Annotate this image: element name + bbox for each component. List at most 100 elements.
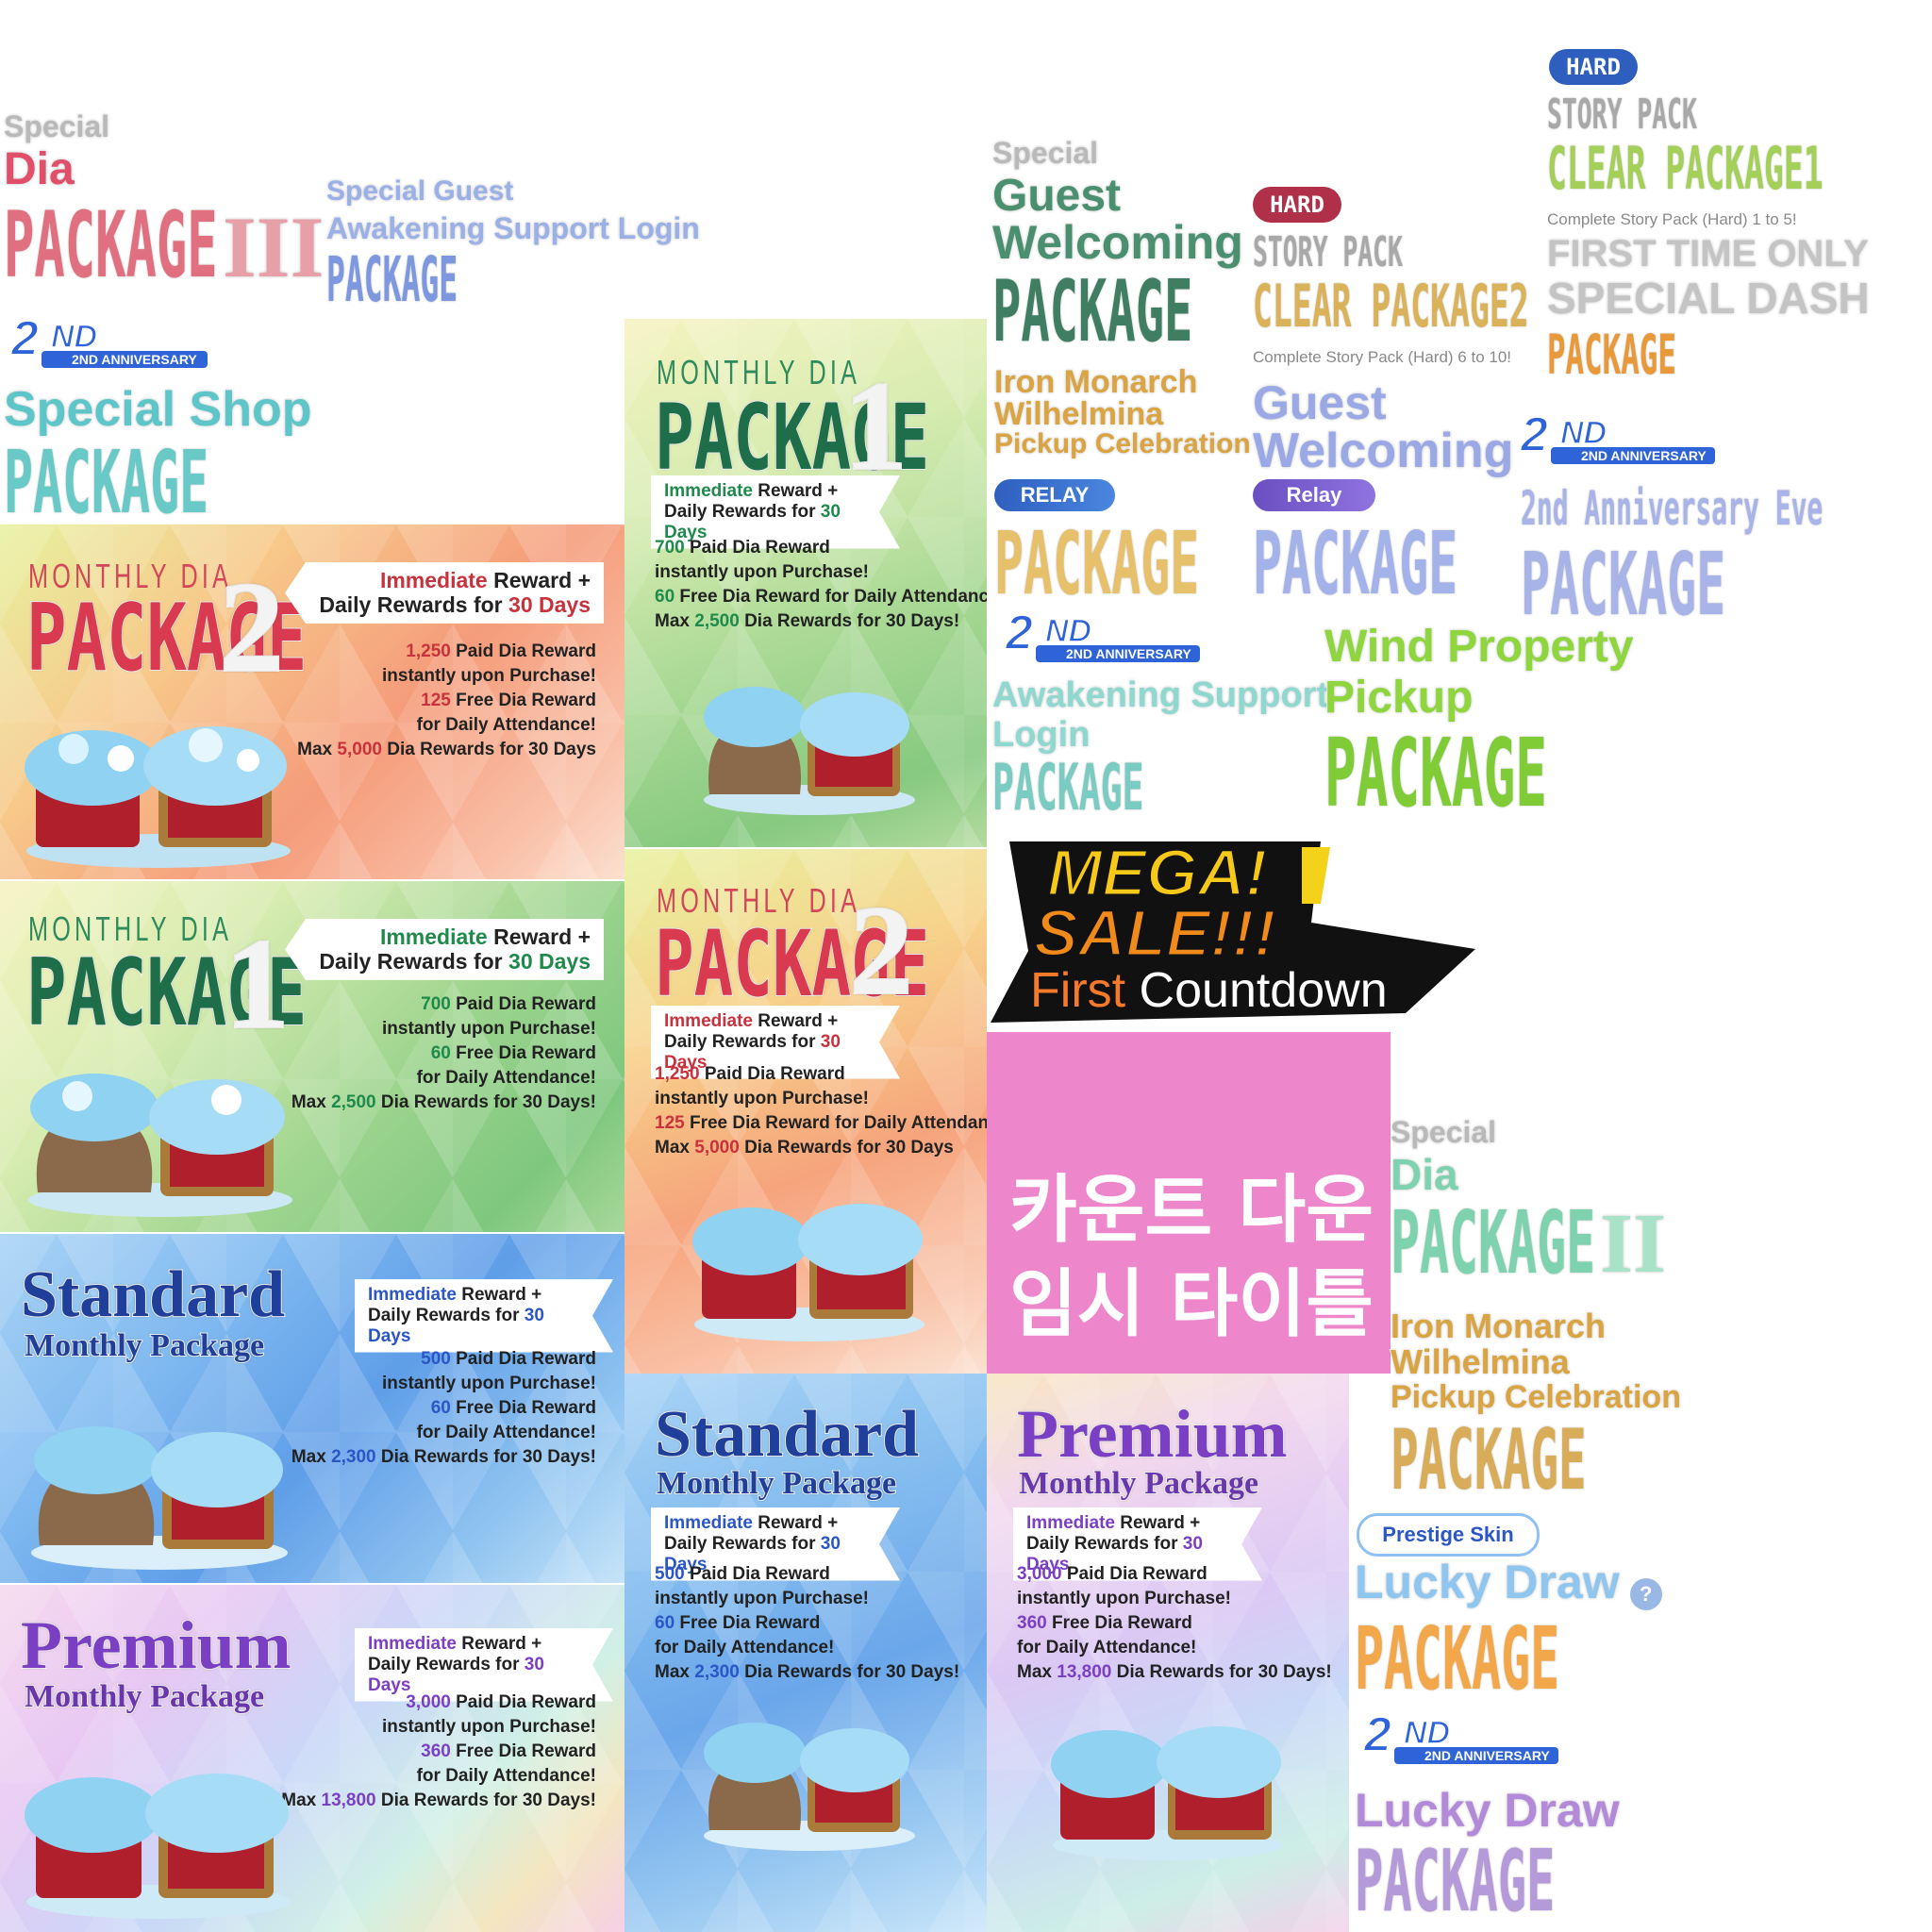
detail-text: Dia Rewards for 30 Days!	[375, 1790, 596, 1810]
detail-text: for Daily Attendance!	[655, 1638, 835, 1657]
detail-text: Dia Rewards for 30 Days!	[375, 1447, 596, 1467]
reward-details: 1,250 Paid Dia Reward instantly upon Pur…	[655, 1062, 987, 1160]
title-line: Special	[1390, 1115, 1497, 1149]
banner-premium-monthly-left[interactable]: Premium Monthly Package Immediate Reward…	[0, 1585, 625, 1932]
tag-immediate: Immediate	[664, 1011, 753, 1031]
special-guest-awakening-title: Special Guest Awakening Support Login PA…	[325, 176, 701, 312]
title-line: FIRST TIME ONLY	[1546, 233, 1870, 275]
title-line: Awakening Support	[991, 675, 1329, 715]
countdown-placeholder-title: 카운트 다운 임시 타이틀	[987, 1032, 1391, 1374]
tag-immediate: Immediate	[1026, 1513, 1115, 1533]
title-package: PACKAGE	[1324, 718, 1548, 828]
reward-tag: Immediate Reward + Daily Rewards for 30 …	[651, 475, 900, 549]
lucky-draw-prestige-title: Lucky Draw ? PACKAGE	[1354, 1556, 1721, 1703]
detail-value: 5,000	[694, 1138, 740, 1158]
title-line: Wilhelmina	[1390, 1342, 1571, 1381]
detail-value: 1,250	[406, 641, 451, 661]
tag-text: Daily Rewards for	[664, 1031, 821, 1052]
banner-title-package: PACKAGE	[654, 385, 930, 491]
tag-text: Reward +	[752, 481, 839, 501]
title-line: STORY PACK	[1546, 91, 1697, 139]
mega-line-3: First Countdown	[1030, 966, 1388, 1015]
detail-text: Max	[291, 1447, 332, 1467]
title-line: Pickup	[1324, 673, 1474, 723]
reward-tag: Immediate Reward + Daily Rewards for 30 …	[651, 1507, 900, 1581]
prestige-skin-badge: Prestige Skin	[1357, 1513, 1540, 1557]
detail-text: Max	[655, 1662, 695, 1682]
mega-sale-first-countdown-logo: MEGA! SALE!!! First Countdown	[991, 838, 1475, 1023]
banner-title-number: 2	[218, 555, 285, 699]
detail-text: Max	[1017, 1662, 1058, 1682]
detail-text: Free Dia Reward	[450, 1741, 596, 1761]
banner-title-small: MONTHLY DIA	[657, 881, 861, 920]
diamond-chest-icon	[1045, 1694, 1291, 1864]
title-package: PACKAGE	[1252, 513, 1458, 614]
tag-text: Daily Rewards for	[368, 1654, 525, 1674]
tag-days: 30 Days	[1026, 1533, 1203, 1574]
banner-title-package: PACKAGE	[25, 940, 308, 1047]
detail-text: instantly upon Purchase!	[655, 562, 869, 582]
diamond-chest-icon	[19, 1041, 302, 1221]
banner-monthly-dia-2-mid[interactable]: MONTHLY DIA PACKAGE 2 Immediate Reward +…	[625, 849, 987, 1374]
title-line: Wind Property	[1324, 622, 1635, 672]
svg-text:2: 2	[10, 311, 39, 366]
detail-text: for Daily Attendance!	[416, 1423, 596, 1442]
banner-title-sub: Monthly Package	[1018, 1466, 1259, 1501]
title-line: Dia	[1390, 1150, 1459, 1199]
detail-text: instantly upon Purchase!	[1017, 1589, 1231, 1608]
detail-text: Max	[281, 1790, 322, 1810]
tag-text: Reward +	[1114, 1513, 1201, 1533]
question-icon[interactable]: ?	[1629, 1577, 1662, 1610]
title-line: Welcoming	[991, 216, 1244, 269]
title-package: PACKAGE	[1546, 323, 1676, 387]
special-dia-package-2-title: Special Dia PACKAGE II	[1390, 1115, 1667, 1291]
detail-text: Free Dia Reward for Daily Attendance!	[675, 587, 987, 607]
detail-value: 1,250	[655, 1064, 700, 1084]
title-line: 2nd Anniversary Eve	[1520, 481, 1824, 536]
banner-premium-monthly-mid[interactable]: Premium Monthly Package Immediate Reward…	[987, 1374, 1349, 1932]
anniversary-2nd-logo: 2 ND 2ND ANNIVERSARY	[1000, 604, 1202, 670]
banner-monthly-dia-1-mid[interactable]: MONTHLY DIA PACKAGE 1 Immediate Reward +…	[625, 319, 987, 847]
detail-text: Paid Dia Reward	[450, 1349, 596, 1369]
banner-monthly-dia-1-left[interactable]: MONTHLY DIA PACKAGE 1 Immediate Reward +…	[0, 881, 625, 1232]
detail-value: 5,000	[337, 740, 382, 759]
reward-tag: Immediate Reward + Daily Rewards for 30 …	[1013, 1507, 1262, 1581]
anniversary-text: 2ND ANNIVERSARY	[1424, 1748, 1550, 1763]
tag-days: 30 Days	[664, 1533, 841, 1574]
banner-title-number: 2	[848, 880, 914, 1022]
title-line: Wilhelmina	[993, 396, 1164, 432]
banner-standard-monthly-mid[interactable]: Standard Monthly Package Immediate Rewar…	[625, 1374, 987, 1932]
detail-text: for Daily Attendance!	[416, 1766, 596, 1786]
tag-text: Reward +	[487, 924, 591, 949]
banner-title-small: MONTHLY DIA	[28, 557, 233, 595]
tag-text: Daily Rewards for	[664, 1533, 821, 1554]
iron-monarch-relay-title: Iron Monarch Wilhelmina Pickup Celebrati…	[993, 364, 1252, 459]
detail-value: 3,000	[406, 1692, 451, 1712]
diamond-chest-icon	[696, 658, 923, 819]
tag-days: 30 Days	[508, 592, 591, 618]
title-line: Lucky Draw	[1354, 1556, 1621, 1608]
banner-title-package: PACKAGE	[25, 585, 308, 692]
mega-countdown: Countdown	[1139, 963, 1388, 1018]
banner-monthly-dia-2-left[interactable]: MONTHLY DIA PACKAGE 2 Immediate Reward +…	[0, 525, 625, 879]
detail-text: Paid Dia Reward	[450, 994, 596, 1014]
detail-text: Max	[291, 1092, 332, 1112]
title-line: Special	[3, 109, 110, 143]
banner-title-main: Premium	[1016, 1396, 1289, 1472]
detail-text: Dia Rewards for 30 Days!	[739, 611, 960, 631]
anniversary-2nd-logo: 2 ND 2ND ANNIVERSARY	[1358, 1706, 1560, 1772]
reward-tag: Immediate Reward + Daily Rewards for 30 …	[285, 919, 604, 980]
detail-text: Paid Dia Reward	[450, 1692, 596, 1712]
title-package: PACKAGE	[993, 513, 1200, 614]
svg-text:ND: ND	[1045, 613, 1091, 649]
detail-text: Free Dia Reward for Daily Attendance!	[684, 1113, 987, 1133]
title-package: PACKAGE	[1390, 1411, 1587, 1508]
detail-value: 3,000	[1017, 1564, 1062, 1584]
banner-standard-monthly-left[interactable]: Standard Monthly Package Immediate Rewar…	[0, 1234, 625, 1583]
detail-text: Max	[655, 1138, 695, 1158]
detail-text: instantly upon Purchase!	[655, 1589, 869, 1608]
tag-immediate: Immediate	[664, 1513, 753, 1533]
detail-value: 60	[655, 1613, 675, 1633]
title-line: Special Shop	[3, 382, 313, 437]
title-line: Iron Monarch	[993, 364, 1198, 400]
